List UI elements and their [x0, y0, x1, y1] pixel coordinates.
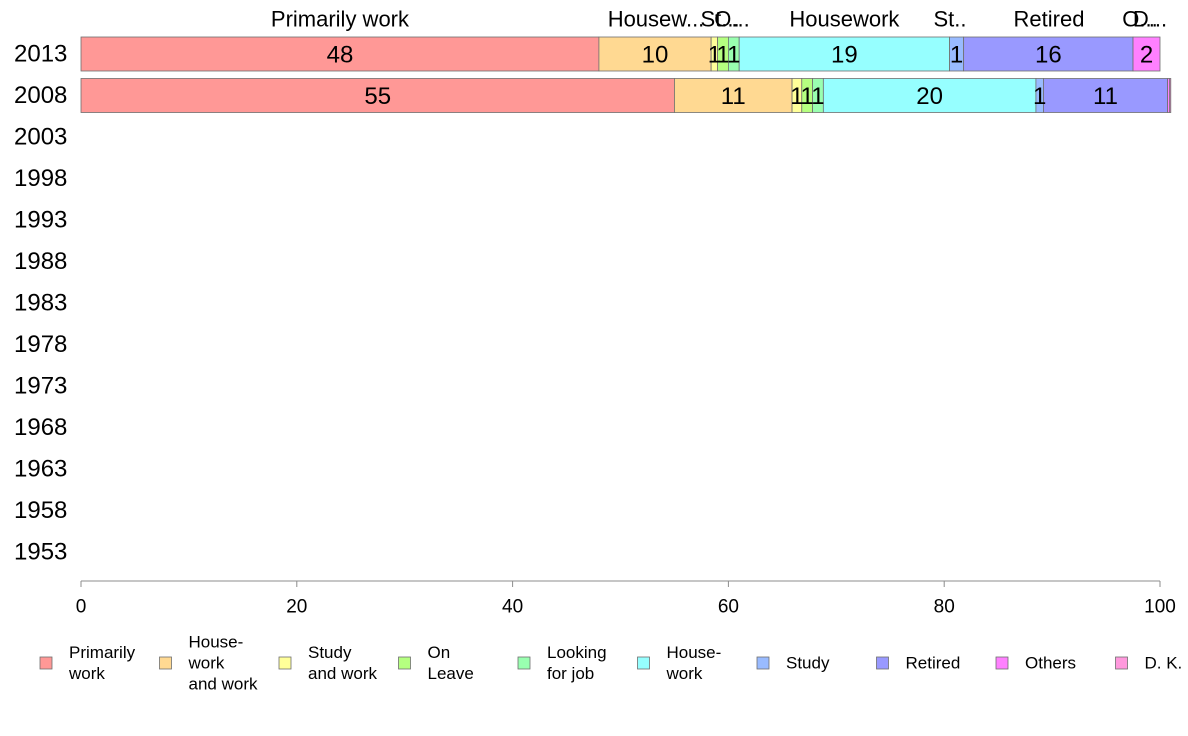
segment-name-label: O...: [714, 7, 749, 32]
legend-item: House-work and work: [159, 633, 258, 694]
legend-swatch: [756, 656, 770, 670]
legend-item: House-work: [637, 643, 722, 683]
year-label: 1958: [14, 497, 67, 524]
segment-name-label: Retired: [1014, 7, 1085, 32]
legend-swatch: [278, 656, 292, 670]
bar-value-label: 1: [1033, 83, 1046, 110]
year-label: 1998: [14, 165, 67, 192]
year-label: 1978: [14, 331, 67, 358]
bar-segment: [738, 36, 950, 72]
legend-item: Primarily work: [39, 643, 136, 683]
bar-value-label: 20: [916, 83, 943, 110]
bar-value-label: 1: [811, 83, 824, 110]
bar-value-label: 16: [1035, 42, 1062, 69]
x-tick-label: 40: [502, 597, 523, 618]
legend-label: Study: [786, 654, 830, 673]
legend-label: Retired: [906, 654, 961, 673]
legend-label: House-: [189, 633, 244, 652]
bar-segment: [80, 78, 675, 113]
bar-segment: [1132, 36, 1161, 72]
year-label: 2003: [14, 124, 67, 151]
x-tick-label: 80: [934, 597, 955, 618]
bar-value-label: 11: [721, 83, 746, 110]
x-tick-label: 0: [76, 597, 87, 618]
year-label: 1983: [14, 290, 67, 317]
bar-value-label: 11: [1093, 83, 1118, 110]
legend-label: Leave: [428, 664, 474, 683]
legend-label: Study: [308, 643, 352, 662]
bar-value-label: 48: [327, 42, 354, 69]
legend-swatch: [517, 656, 531, 670]
legend-swatch: [159, 656, 172, 670]
bar-segment: [80, 36, 600, 72]
legend-label: Others: [1025, 654, 1076, 673]
x-tick-label: 60: [718, 597, 739, 618]
bar-value-label: 2: [1140, 42, 1153, 69]
legend-swatch: [39, 656, 53, 670]
legend-swatch: [1115, 656, 1128, 670]
bar-value-label: 19: [831, 42, 858, 69]
bar-value-labels: 48 10 111 19 1 16 255 11 111 20 1 11: [327, 42, 1154, 111]
segment-name-labels: Primarily work Housew...St...O... Housewor…: [271, 7, 1167, 32]
year-label: 1993: [14, 207, 67, 234]
legend-item: D. K.: [1115, 654, 1183, 673]
bar-segment: [1043, 78, 1168, 113]
bar-segment: [822, 78, 1037, 113]
year-label: 1968: [14, 414, 67, 441]
legend-item: Looking for job: [517, 643, 607, 683]
year-label: 1973: [14, 373, 67, 400]
segment-name-label: D...: [1133, 7, 1167, 32]
year-label: 1953: [14, 539, 67, 566]
legend-label: work: [666, 664, 703, 683]
legend-label: and work: [308, 664, 377, 683]
y-axis-labels: 2013 2008 2003 1998 1993 1988 1983 1978 1973 1968…: [14, 41, 67, 566]
x-tick-label: 20: [286, 597, 307, 618]
year-label: 2013: [14, 41, 67, 68]
legend-item: Study and work: [278, 643, 377, 683]
legend-item: Retired: [876, 654, 961, 673]
bar-value-label: 55: [364, 83, 391, 110]
bar-value-label: 1: [708, 42, 721, 69]
x-tick-label: 100: [1144, 597, 1176, 618]
legend-label: work: [188, 654, 225, 673]
legend-label: and work: [189, 675, 258, 694]
year-label: 1963: [14, 456, 67, 483]
legend-label: Looking: [547, 643, 607, 662]
legend-item: On Leave: [398, 643, 474, 683]
legend-label: work: [68, 664, 105, 683]
legend-label: for job: [547, 664, 594, 683]
bar-value-label: 1: [950, 42, 963, 69]
segment-name-label: Housew...: [608, 7, 705, 32]
legend-label: Primarily: [69, 643, 136, 662]
legend-label: D. K.: [1145, 654, 1183, 673]
segment-name-label: Housework: [789, 7, 900, 32]
legend-item: Study: [756, 654, 830, 673]
segment-name-label: O...: [1122, 7, 1157, 32]
legend-swatch: [995, 656, 1009, 670]
segment-name-label: St...: [700, 7, 739, 32]
bar-segment: [1169, 78, 1172, 113]
x-axis: 0 20 40 60 80 100: [76, 580, 1176, 618]
legend-label: On: [428, 643, 451, 662]
bar-value-label: 1: [790, 83, 803, 110]
legend-swatch: [398, 656, 411, 670]
legend-swatch: [876, 656, 889, 670]
legend-swatch: [637, 656, 650, 670]
bar-segment: [674, 78, 793, 113]
bar-value-label: 1: [800, 83, 813, 110]
year-label: 1988: [14, 248, 67, 275]
segment-name-label: St..: [933, 7, 966, 32]
segment-name-label: Primarily work: [271, 7, 410, 32]
legend-item: Others: [995, 654, 1076, 673]
year-label: 2008: [14, 82, 67, 109]
bar-value-label: 1: [716, 42, 729, 69]
bars: [80, 36, 1172, 113]
legend-label: House-: [667, 643, 722, 662]
bar-value-label: 10: [642, 42, 669, 69]
bar-value-label: 1: [727, 42, 740, 69]
